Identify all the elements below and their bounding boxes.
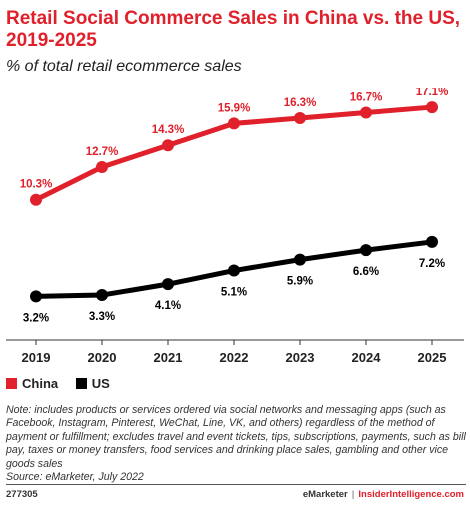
brand-separator: |: [351, 489, 355, 500]
data-point-china: [294, 111, 306, 124]
data-label-china: 10.3%: [20, 179, 53, 191]
data-label-china: 14.3%: [152, 124, 185, 136]
data-label-us: 3.2%: [23, 312, 49, 324]
chart-title: Retail Social Commerce Sales in China vs…: [6, 8, 461, 51]
legend-item-china: China: [6, 376, 58, 391]
legend-item-us: US: [75, 376, 110, 391]
legend-label-china: China: [22, 376, 59, 391]
data-point-us: [426, 235, 438, 248]
x-tick-label: 2019: [22, 350, 51, 365]
data-point-us: [294, 253, 306, 266]
data-label-us: 5.1%: [221, 287, 247, 299]
x-tick-label: 2021: [154, 350, 183, 365]
source-text: Source: eMarketer, July 2022: [6, 471, 144, 484]
legend: China US: [6, 376, 124, 392]
data-label-china: 12.7%: [86, 146, 119, 158]
data-point-china: [228, 117, 240, 130]
x-tick-label: 2022: [220, 350, 249, 365]
data-point-us: [162, 278, 174, 291]
x-tick-label: 2020: [88, 350, 117, 365]
data-point-china: [96, 161, 108, 174]
data-point-us: [30, 290, 42, 303]
brand-insider: InsiderIntelligence.com: [358, 489, 464, 500]
data-label-china: 16.7%: [350, 92, 383, 104]
line-chart: 2019 2020 2021 2022 2023 2024 2025 10.3% 12.7% 14…: [6, 88, 464, 365]
data-point-us: [360, 244, 372, 257]
x-tick-label: 2025: [418, 350, 447, 365]
data-point-china: [162, 139, 174, 152]
data-label-us: 6.6%: [353, 266, 379, 278]
data-label-us: 3.3%: [89, 311, 115, 323]
note-text: Note: includes products or services orde…: [6, 404, 466, 470]
data-label-china: 16.3%: [284, 97, 317, 109]
data-label-us: 4.1%: [155, 300, 181, 312]
x-tick-label: 2024: [352, 350, 382, 365]
data-point-china: [426, 101, 438, 114]
brand-emarketer: eMarketer: [302, 489, 348, 500]
footer-divider: [6, 484, 466, 485]
data-point-china: [360, 106, 372, 119]
chart-subtitle: % of total retail ecommerce sales: [6, 58, 242, 75]
data-label-us: 5.9%: [287, 276, 313, 288]
chart-id: 277305: [6, 489, 38, 500]
data-point-china: [30, 193, 42, 206]
legend-swatch-china: [6, 378, 17, 389]
data-point-us: [228, 264, 240, 277]
data-label-china: 17.1%: [416, 88, 449, 98]
data-label-us: 7.2%: [419, 258, 445, 270]
data-point-us: [96, 289, 108, 302]
footer-brand: eMarketer | InsiderIntelligence.com: [303, 489, 464, 500]
legend-swatch-us: [75, 378, 87, 389]
data-label-china: 15.9%: [218, 102, 251, 114]
legend-label-us: US: [91, 376, 110, 391]
x-tick-label: 2023: [286, 350, 315, 365]
chart-note: Note: includes products or services orde…: [6, 404, 466, 484]
